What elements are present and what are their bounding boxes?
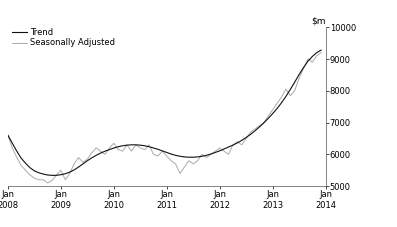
Legend: Trend, Seasonally Adjusted: Trend, Seasonally Adjusted xyxy=(12,28,116,47)
Text: $m: $m xyxy=(311,17,326,26)
